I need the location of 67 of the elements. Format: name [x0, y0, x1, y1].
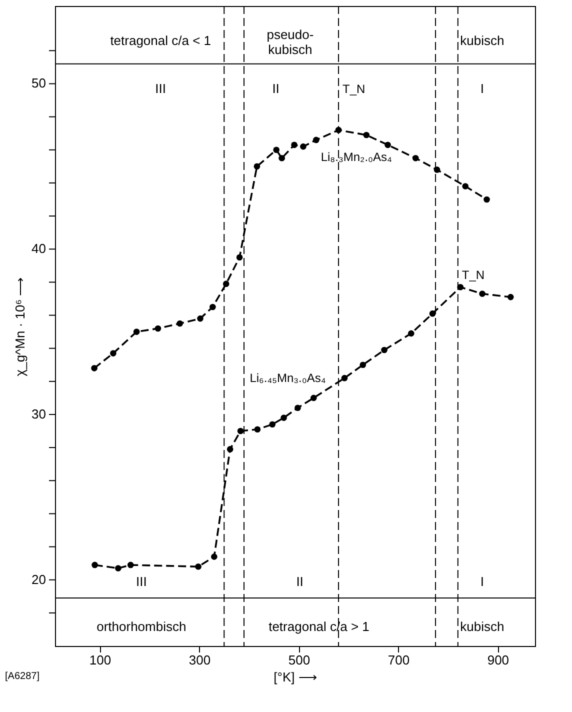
point — [384, 142, 391, 148]
point — [154, 325, 162, 332]
point — [300, 143, 306, 150]
annotation: kubisch — [460, 618, 504, 634]
point — [211, 554, 218, 560]
point — [408, 330, 414, 337]
annotation: III — [155, 81, 166, 96]
point — [363, 132, 370, 138]
point — [429, 310, 436, 317]
point — [254, 426, 261, 433]
point — [237, 428, 244, 434]
annotation: pseudo- kubisch — [266, 26, 314, 57]
point — [291, 142, 298, 148]
annotation: tetragonal c/a < 1 — [110, 33, 212, 48]
x-tick-label: 500 — [288, 652, 310, 668]
series-label: Li₈.₃Mn₂.₀As₄ — [320, 150, 392, 164]
point — [133, 328, 140, 335]
series-label: Li₆.₄₅Mn₃.₀As₄ — [250, 370, 326, 385]
point — [412, 154, 419, 162]
point — [273, 146, 280, 154]
point — [210, 304, 216, 310]
point — [360, 362, 366, 368]
annotation: I — [480, 81, 484, 96]
y-tick-label: 50 — [32, 76, 46, 91]
y-tick-label: 40 — [32, 241, 46, 256]
y-axis-title: χ_g^Mn · 10⁶ ⟶ — [12, 276, 28, 376]
point — [197, 315, 204, 322]
point — [278, 154, 285, 162]
y-tick-label: 30 — [32, 406, 46, 422]
x-tick-label: 100 — [89, 652, 112, 668]
annotation: orthorhombisch — [96, 618, 186, 634]
annotation: I — [480, 574, 484, 589]
point — [294, 404, 301, 412]
point — [434, 166, 440, 173]
point — [280, 414, 287, 421]
point — [226, 446, 234, 452]
point — [479, 290, 486, 297]
point — [92, 562, 98, 568]
point — [195, 563, 202, 570]
point — [176, 320, 184, 327]
point — [254, 163, 260, 170]
point — [269, 421, 276, 428]
point — [507, 294, 514, 300]
point — [312, 136, 320, 144]
annotation: II — [272, 81, 280, 96]
y-tick-label: 20 — [32, 572, 46, 587]
ref-line-label: T_N — [462, 268, 485, 282]
point — [236, 254, 243, 261]
point — [115, 565, 122, 572]
x-tick-label: 700 — [388, 652, 410, 668]
point — [127, 562, 134, 568]
annotation: III — [136, 574, 147, 589]
point — [381, 346, 388, 354]
annotation: kubisch — [460, 33, 504, 48]
text: [A6287] — [5, 671, 40, 682]
point — [110, 350, 116, 356]
x-tick-label: 900 — [487, 652, 510, 668]
x-tick-label: 300 — [188, 652, 211, 668]
point — [310, 394, 317, 402]
ref-line-label: T_N — [342, 82, 366, 96]
point — [341, 374, 348, 382]
x-axis-title: [°K] ⟶ — [274, 670, 318, 684]
point — [484, 196, 490, 203]
annotation: tetragonal c/a > 1 — [268, 618, 370, 634]
annotation: II — [296, 574, 304, 589]
point — [91, 365, 98, 372]
point — [462, 183, 469, 190]
